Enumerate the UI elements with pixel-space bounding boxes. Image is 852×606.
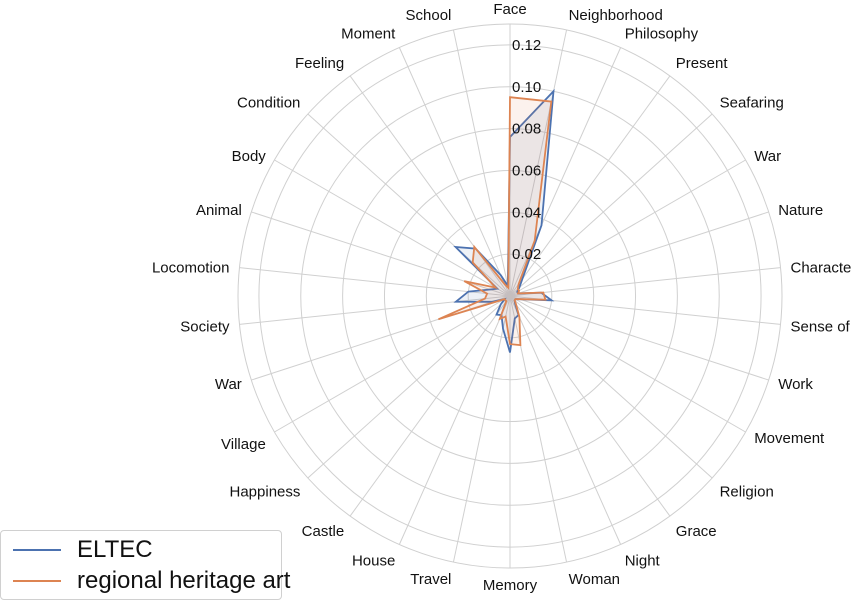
legend-item-regional: regional heritage art xyxy=(13,566,290,596)
category-label: Condition xyxy=(237,94,300,111)
grid-spoke xyxy=(239,267,511,297)
category-label: Travel xyxy=(410,571,451,588)
grid-spoke xyxy=(509,267,781,297)
grid-spoke xyxy=(274,295,511,433)
category-label: Seafaring xyxy=(720,94,784,111)
category-label: Village xyxy=(221,436,266,453)
category-label: Moment xyxy=(341,25,396,42)
category-label: Animal xyxy=(196,202,242,219)
grid-spoke xyxy=(452,295,511,563)
series-layer xyxy=(438,88,555,353)
grid-spoke xyxy=(509,29,568,297)
category-label: Happiness xyxy=(230,484,301,501)
category-label: Castle xyxy=(302,523,345,540)
grid-spoke xyxy=(509,295,713,479)
category-label: Woman xyxy=(569,571,620,588)
grid-spoke xyxy=(509,295,781,325)
category-label: House xyxy=(352,553,395,570)
radial-tick-label: 0.08 xyxy=(512,121,541,138)
category-label: Movement xyxy=(754,430,825,447)
grid-spoke xyxy=(509,295,671,517)
category-label: Sense of Time xyxy=(791,319,852,336)
grid-spoke xyxy=(274,159,511,297)
grid-spoke xyxy=(509,295,622,545)
radial-tick-labels: 0.02 0.04 0.06 0.08 0.10 0.12 xyxy=(512,37,541,263)
legend-label-regional: regional heritage art xyxy=(77,567,291,594)
category-label: Philosophy xyxy=(625,25,699,42)
legend-swatch-regional xyxy=(13,580,61,582)
radial-tick-label: 0.06 xyxy=(512,162,541,179)
legend-label-eltec: ELTEC xyxy=(77,536,153,563)
grid-spoke xyxy=(509,47,622,297)
category-label: School xyxy=(406,7,452,24)
category-label: Work xyxy=(778,376,813,393)
category-label: Face xyxy=(493,1,526,18)
grid-spoke xyxy=(307,295,511,479)
radial-tick-label: 0.04 xyxy=(512,204,541,221)
legend-item-eltec: ELTEC xyxy=(13,535,153,565)
category-label: Religion xyxy=(720,484,774,501)
radial-tick-label: 0.10 xyxy=(512,79,541,96)
grid-spoke xyxy=(509,113,713,297)
legend-swatch-eltec xyxy=(13,549,61,551)
category-label: Nature xyxy=(778,202,823,219)
category-label: Locomotion xyxy=(152,260,230,277)
category-label: Neighborhood xyxy=(569,7,663,24)
category-label: War xyxy=(215,376,242,393)
category-label: Body xyxy=(232,148,267,165)
grid-spoke xyxy=(509,159,746,297)
grid-spoke xyxy=(398,295,511,545)
category-label: Memory xyxy=(483,577,538,594)
grid-spoke xyxy=(509,295,769,381)
grid-spoke xyxy=(349,295,511,517)
grid-spoke xyxy=(398,47,511,297)
grid-spoke xyxy=(239,295,511,325)
category-label: Feeling xyxy=(295,55,344,72)
radial-tick-label: 0.12 xyxy=(512,37,541,54)
grid-spoke xyxy=(509,75,671,297)
legend: ELTEC regional heritage art xyxy=(0,530,290,600)
grid-spoke xyxy=(452,29,511,297)
category-label: Present xyxy=(676,55,729,72)
radial-tick-label: 0.02 xyxy=(512,246,541,263)
grid-spoke xyxy=(509,211,769,297)
category-label: Character xyxy=(791,260,852,277)
category-label: War xyxy=(754,148,781,165)
category-label: Grace xyxy=(676,523,717,540)
category-label: Society xyxy=(180,319,230,336)
grid-spoke xyxy=(509,295,746,433)
series-regional-heritage-art xyxy=(438,96,553,347)
category-label: Night xyxy=(625,553,661,570)
